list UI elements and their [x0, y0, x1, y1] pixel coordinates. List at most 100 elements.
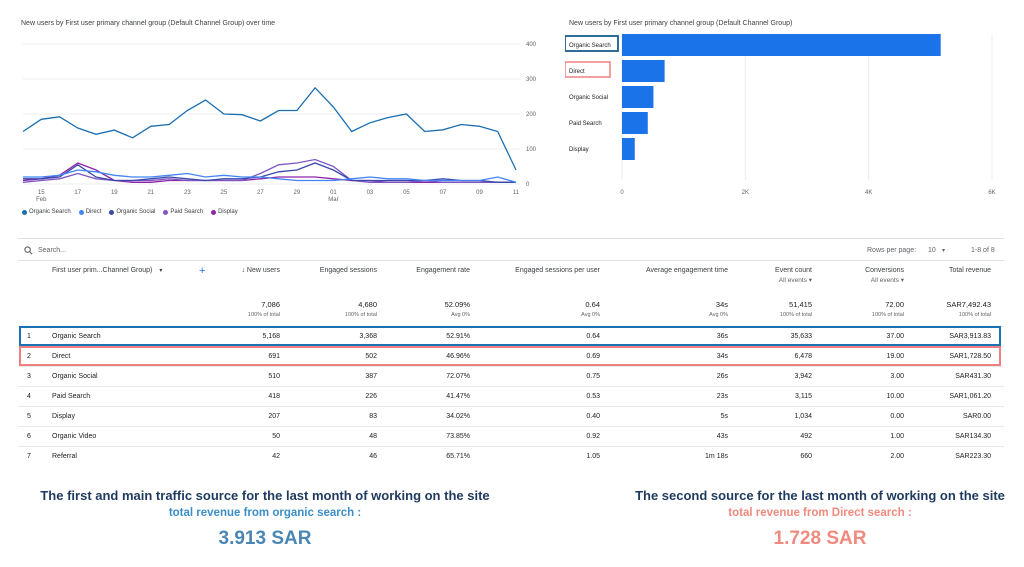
rows-per-page-select[interactable]: 10: [928, 247, 936, 254]
cell-event-count: 35,633: [790, 333, 812, 340]
total-new-users-value: 7,086: [261, 300, 280, 309]
cell-engaged-sessions: 3,368: [359, 333, 377, 340]
header-engagement-rate[interactable]: Engagement rate: [416, 267, 470, 274]
cell-event-count: 3,942: [794, 373, 812, 380]
total-event-count-value: 51,415: [789, 300, 812, 309]
header-conversions[interactable]: Conversions All events ▾: [865, 267, 904, 284]
event-count-filter[interactable]: All events ▾: [775, 276, 812, 284]
table-row[interactable]: 3 Organic Social 510 387 72.07% 0.75 26s 3,942 3…: [18, 366, 1004, 386]
total-avg-engagement: 34s Avg 0%: [709, 300, 728, 318]
x-tick-label: 11: [513, 190, 520, 196]
series-line: [23, 169, 517, 183]
cell-new-users: 510: [268, 373, 280, 380]
cell-total-revenue: SAR3,913.83: [949, 333, 991, 340]
cell-engaged-per-user: 0.69: [586, 353, 600, 360]
header-new-users[interactable]: ↓ New users: [241, 267, 280, 274]
cell-new-users: 691: [268, 353, 280, 360]
conversions-filter[interactable]: All events ▾: [865, 276, 904, 284]
total-revenue-sub: 100% of total: [958, 312, 991, 318]
total-conversions-value: 72.00: [885, 300, 904, 309]
cell-total-revenue: SAR431.30: [955, 373, 991, 380]
direct-highlight: [19, 346, 1001, 366]
search-input[interactable]: Search...: [38, 247, 67, 254]
x-tick-sublabel: Mar: [328, 197, 338, 203]
row-index: 7: [27, 453, 31, 460]
cell-engaged-per-user: 0.53: [586, 393, 600, 400]
cell-conversions: 19.00: [886, 353, 904, 360]
cell-conversions: 2.00: [890, 453, 904, 460]
row-index: 5: [27, 413, 31, 420]
cell-engaged-sessions: 502: [365, 353, 377, 360]
right-caption-subtitle: total revenue from Direct search :: [728, 507, 912, 519]
header-total-revenue[interactable]: Total revenue: [948, 267, 991, 274]
add-dimension-button[interactable]: +: [199, 265, 206, 277]
legend-item[interactable]: Organic Social: [109, 209, 155, 215]
line-chart-title: New users by First user primary channel …: [21, 20, 276, 27]
x-tick-label: 09: [476, 190, 483, 196]
x-tick-label: 0: [620, 190, 624, 196]
header-avg-engagement[interactable]: Average engagement time: [646, 267, 728, 274]
legend-item[interactable]: Paid Search: [163, 209, 203, 215]
bar-chart[interactable]: 0 2K 4K 6K Organic Search Direct Organic Socia…: [565, 32, 1005, 222]
row-index: 2: [27, 353, 31, 360]
header-engaged-sessions[interactable]: Engaged sessions: [319, 267, 377, 274]
channel-name: Referral: [52, 453, 77, 460]
bar-category-label: Display: [569, 147, 589, 153]
cell-event-count: 3,115: [795, 393, 812, 400]
x-tick-label: 23: [184, 190, 191, 196]
header-event-count[interactable]: Event count All events ▾: [775, 267, 812, 284]
total-engaged-sessions-value: 4,680: [358, 300, 377, 309]
table-row[interactable]: 7 Referral 42 46 65.71% 1.05 1m 18s 660 2.00 SAR2…: [18, 446, 1004, 466]
bar-category-label: Organic Social: [569, 95, 608, 101]
bar-category-label: Organic Search: [569, 43, 611, 49]
cell-new-users: 207: [268, 413, 280, 420]
x-tick-label: 25: [221, 190, 228, 196]
cell-engagement-rate: 34.02%: [446, 413, 470, 420]
x-tick-sublabel: Feb: [36, 197, 47, 203]
header-conversions-label: Conversions: [865, 267, 904, 274]
search-icon[interactable]: [24, 246, 33, 257]
y-tick-label: 300: [526, 77, 537, 83]
x-tick-label: 05: [403, 190, 410, 196]
bar: [622, 138, 635, 160]
cell-avg-engagement: 36s: [716, 333, 728, 340]
pagination-range: 1-8 of 8: [971, 247, 995, 254]
header-engaged-per-user[interactable]: Engaged sessions per user: [515, 267, 600, 274]
cell-event-count: 492: [800, 433, 812, 440]
cell-avg-engagement: 23s: [716, 393, 728, 400]
header-dimension-label: First user prim...Channel Group): [52, 267, 153, 274]
x-tick-label: 19: [111, 190, 118, 196]
table-row[interactable]: 4 Paid Search 418 226 41.47% 0.53 23s 3,115 10.0…: [18, 386, 1004, 406]
cell-engagement-rate: 73.85%: [446, 433, 470, 440]
x-tick-label: 03: [367, 190, 374, 196]
left-caption-value: 3.913 SAR: [218, 528, 312, 549]
table-row[interactable]: 5 Display 207 83 34.02% 0.40 5s 1,034 0.00 SAR0.0…: [18, 406, 1004, 426]
cell-total-revenue: SAR134.30: [955, 433, 991, 440]
y-tick-label: 200: [526, 112, 537, 118]
chevron-down-icon[interactable]: ▾: [942, 248, 946, 254]
legend-item[interactable]: Organic Search: [22, 209, 71, 215]
bar-chart-title: New users by First user primary channel …: [569, 20, 793, 27]
total-event-count: 51,415 100% of total: [780, 300, 812, 318]
header-dimension[interactable]: First user prim...Channel Group) ▾: [52, 267, 162, 274]
chevron-down-icon: ▾: [900, 277, 904, 284]
table-row[interactable]: 6 Organic Video 50 48 73.85% 0.92 43s 492 1.00 SA…: [18, 426, 1004, 446]
total-revenue: SAR7,492.43 100% of total: [946, 300, 991, 318]
legend-item[interactable]: Display: [211, 209, 238, 215]
cell-event-count: 6,478: [794, 353, 812, 360]
cell-new-users: 418: [268, 393, 280, 400]
legend-dot-icon: [163, 209, 169, 215]
cell-conversions: 3.00: [890, 373, 904, 380]
series-line: [22, 86, 517, 171]
row-index: 6: [27, 433, 31, 440]
left-caption-title: The first and main traffic source for th…: [40, 488, 490, 503]
legend-item[interactable]: Direct: [78, 209, 101, 215]
cell-total-revenue: SAR223.30: [955, 453, 991, 460]
chevron-down-icon[interactable]: ▾: [159, 268, 163, 274]
channel-name: Direct: [52, 353, 71, 360]
series-line: [23, 162, 516, 183]
conversions-filter-label: All events: [870, 277, 899, 284]
cell-engagement-rate: 52.91%: [446, 333, 470, 340]
organic-search-highlight: [19, 326, 1001, 346]
